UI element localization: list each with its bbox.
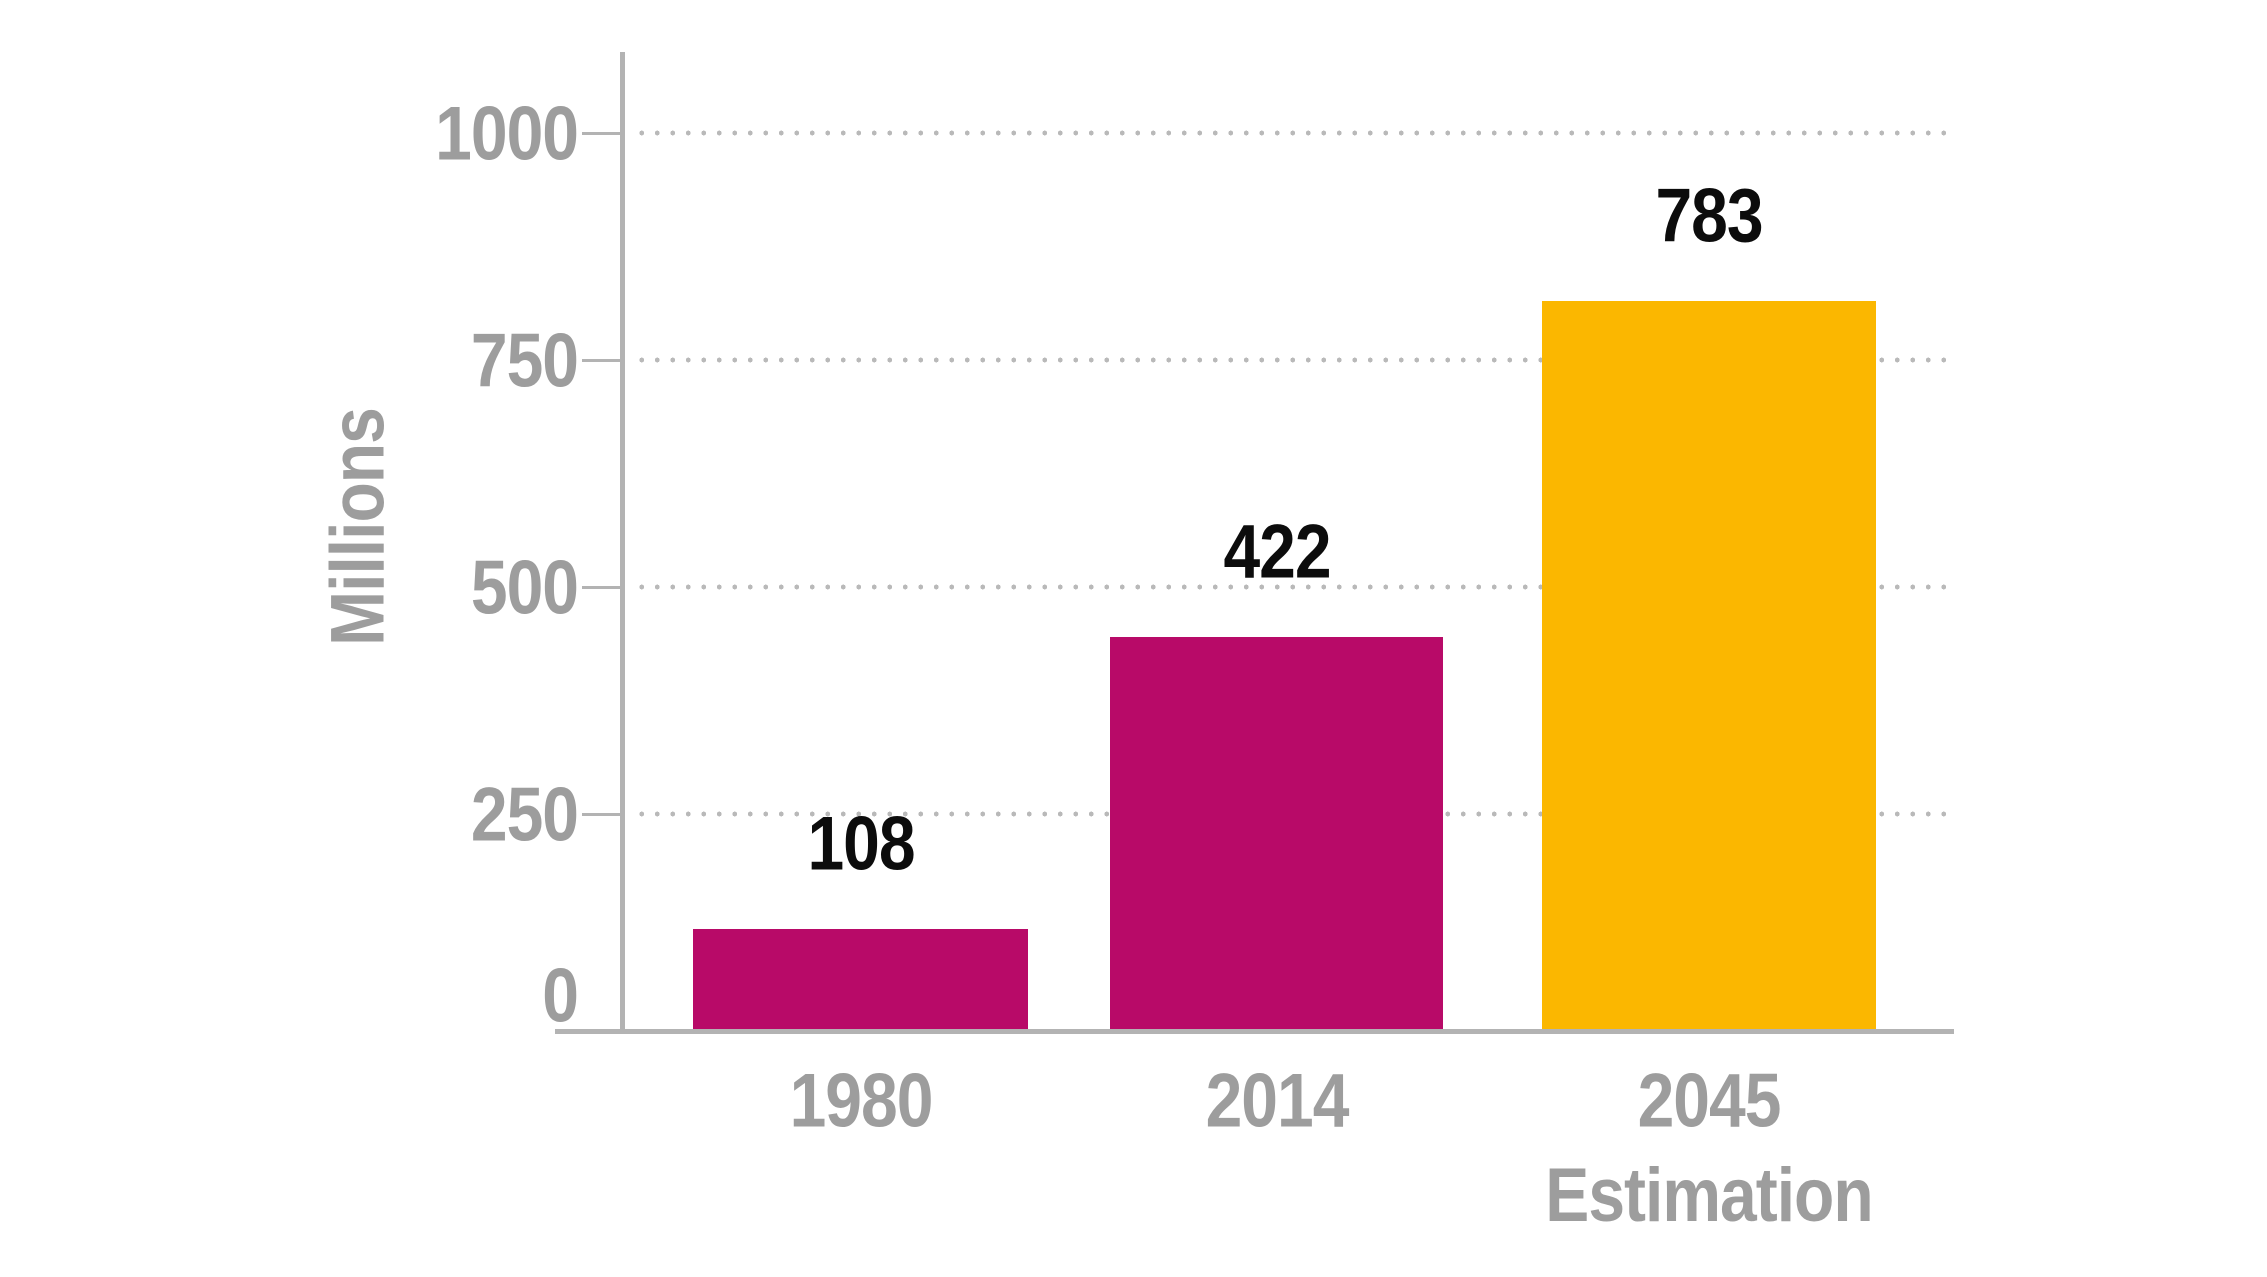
value-label-2014: 422 (1223, 508, 1331, 593)
x-axis-line (555, 1029, 1954, 1034)
y-tick-label-0: 0 (328, 952, 579, 1037)
value-label-2045-estimation: 783 (1655, 172, 1763, 257)
category-line: 2014 (1205, 1057, 1350, 1143)
y-tick-text: 0 (542, 952, 579, 1038)
gridline-750 (634, 357, 1950, 363)
y-tick-text: 250 (470, 771, 579, 857)
y-tick-text: 1000 (435, 90, 579, 176)
value-text: 783 (1655, 172, 1763, 258)
category-line: 2045 (1637, 1057, 1782, 1143)
y-tick-text: 750 (470, 317, 579, 403)
tick-mark-250 (582, 813, 620, 816)
x-category-label-2045-estimation: 2045 Estimation (1459, 1053, 1959, 1237)
tick-mark-750 (582, 359, 620, 362)
tick-mark-500 (582, 586, 620, 589)
value-text: 108 (807, 800, 915, 886)
value-label-1980: 108 (807, 800, 915, 885)
y-tick-label-500: 500 (328, 544, 579, 629)
tick-mark-1000 (582, 132, 620, 135)
value-text: 422 (1223, 508, 1331, 594)
bar-2014 (1110, 637, 1443, 1029)
y-axis-line (620, 52, 625, 1033)
gridline-500 (634, 584, 1950, 590)
y-axis-title-text: Millions (314, 408, 400, 646)
x-category-label-2014: 2014 (1027, 1053, 1527, 1143)
category-line: Estimation (1545, 1151, 1873, 1237)
y-tick-text: 500 (470, 544, 579, 630)
y-tick-label-1000: 1000 (328, 90, 579, 175)
bar-2045-estimation (1542, 301, 1876, 1029)
y-axis-title: Millions (314, 327, 399, 727)
gridline-1000 (634, 130, 1950, 136)
bar-1980 (693, 929, 1028, 1029)
x-category-label-1980: 1980 (611, 1053, 1111, 1143)
y-tick-label-250: 250 (328, 771, 579, 856)
y-tick-label-750: 750 (328, 317, 579, 402)
category-line: 1980 (789, 1057, 934, 1143)
